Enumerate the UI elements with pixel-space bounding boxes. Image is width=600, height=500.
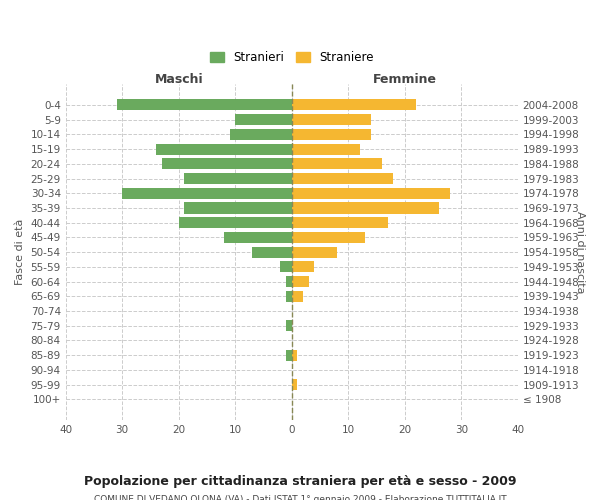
Bar <box>252 246 292 258</box>
Y-axis label: Fasce di età: Fasce di età <box>15 219 25 286</box>
Bar <box>292 291 303 302</box>
Bar <box>292 100 416 110</box>
Bar <box>292 114 371 125</box>
Bar <box>292 350 298 360</box>
Bar <box>292 188 450 199</box>
Bar <box>156 144 292 154</box>
Bar <box>162 158 292 170</box>
Bar <box>280 262 292 272</box>
Legend: Stranieri, Straniere: Stranieri, Straniere <box>205 46 379 69</box>
Bar <box>122 188 292 199</box>
Bar <box>286 276 292 287</box>
Bar <box>292 217 388 228</box>
Bar <box>292 158 382 170</box>
Bar <box>230 129 292 140</box>
Bar <box>292 379 298 390</box>
Bar <box>179 217 292 228</box>
Text: Popolazione per cittadinanza straniera per età e sesso - 2009: Popolazione per cittadinanza straniera p… <box>84 475 516 488</box>
Bar <box>184 173 292 184</box>
Text: Femmine: Femmine <box>373 73 437 86</box>
Bar <box>286 320 292 332</box>
Text: COMUNE DI VEDANO OLONA (VA) - Dati ISTAT 1° gennaio 2009 - Elaborazione TUTTITAL: COMUNE DI VEDANO OLONA (VA) - Dati ISTAT… <box>94 495 506 500</box>
Bar <box>292 129 371 140</box>
Bar <box>292 276 309 287</box>
Bar <box>292 173 394 184</box>
Bar <box>116 100 292 110</box>
Bar <box>286 291 292 302</box>
Text: Maschi: Maschi <box>154 73 203 86</box>
Bar <box>292 144 359 154</box>
Bar <box>292 232 365 243</box>
Bar <box>292 262 314 272</box>
Bar <box>235 114 292 125</box>
Bar <box>184 202 292 213</box>
Y-axis label: Anni di nascita: Anni di nascita <box>575 211 585 294</box>
Bar <box>292 202 439 213</box>
Bar <box>224 232 292 243</box>
Bar <box>286 350 292 360</box>
Bar <box>292 246 337 258</box>
